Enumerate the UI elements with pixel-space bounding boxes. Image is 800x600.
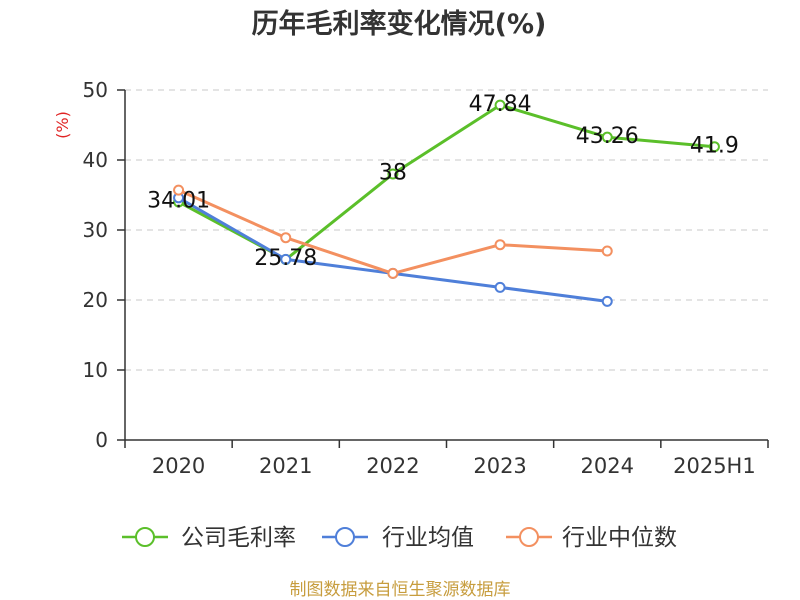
y-tick-label: 0 — [95, 428, 108, 452]
series-line-industry-average — [177, 196, 608, 303]
y-tick-label: 20 — [83, 288, 108, 312]
y-tick-label: 10 — [83, 358, 108, 382]
legend-label: 行业中位数 — [562, 525, 677, 551]
data-point-industry-median — [173, 184, 185, 196]
series-line-industry-median — [177, 188, 608, 275]
data-point-company-gross-margin — [494, 99, 506, 111]
data-point-industry-average — [280, 253, 292, 265]
legend-marker-icon — [519, 527, 539, 547]
data-point-industry-median — [494, 239, 506, 251]
legend-label: 行业均值 — [382, 525, 474, 551]
x-tick-label: 2024 — [581, 454, 634, 478]
x-tick-label: 2021 — [259, 454, 312, 478]
data-point-industry-average — [601, 295, 613, 307]
legend-label: 公司毛利率 — [181, 525, 296, 551]
data-point-industry-average — [494, 281, 506, 293]
y-axis-label: (%) — [53, 111, 72, 139]
data-label: 43.26 — [576, 124, 639, 149]
axes: 0 10 20 30 40 50 2020 2021 2022 2023 2024 2025H1 — [83, 78, 769, 478]
data-label: 41.9 — [690, 133, 739, 158]
y-tick-label: 40 — [83, 148, 108, 172]
data-label: 47.84 — [469, 92, 532, 117]
legend-item-company-gross-margin[interactable]: 公司毛利率 — [122, 525, 296, 551]
data-point-company-gross-margin — [387, 168, 399, 180]
x-tick-label: 2023 — [473, 454, 526, 478]
source-note: 制图数据来自恒生聚源数据库 — [290, 580, 511, 600]
data-point-industry-median — [601, 245, 613, 257]
data-point-company-gross-margin — [601, 131, 613, 143]
grid-lines — [125, 89, 768, 371]
legend-marker-icon — [135, 527, 155, 547]
data-label: 25.78 — [254, 246, 317, 271]
data-point-industry-median — [280, 232, 292, 244]
chart-title: 历年毛利率变化情况(%) — [252, 8, 547, 40]
data-label: 34.01 — [147, 189, 210, 214]
data-label: 38 — [379, 161, 407, 186]
y-tick-label: 50 — [83, 78, 108, 102]
data-point-industry-median — [387, 267, 399, 279]
y-tick-label: 30 — [83, 218, 108, 242]
x-tick-label: 2025H1 — [673, 454, 756, 478]
data-point-company-gross-margin — [708, 141, 720, 153]
data-labels: 34.01 25.78 38 47.84 43.26 41.9 — [147, 92, 739, 271]
legend-item-industry-average[interactable]: 行业均值 — [322, 525, 474, 551]
legend[interactable]: 公司毛利率 行业均值 行业中位数 — [122, 525, 677, 551]
x-tick-label: 2022 — [366, 454, 419, 478]
x-tick-label: 2020 — [152, 454, 205, 478]
legend-marker-icon — [335, 527, 355, 547]
series-layer — [173, 99, 720, 307]
legend-item-industry-median[interactable]: 行业中位数 — [506, 525, 677, 551]
